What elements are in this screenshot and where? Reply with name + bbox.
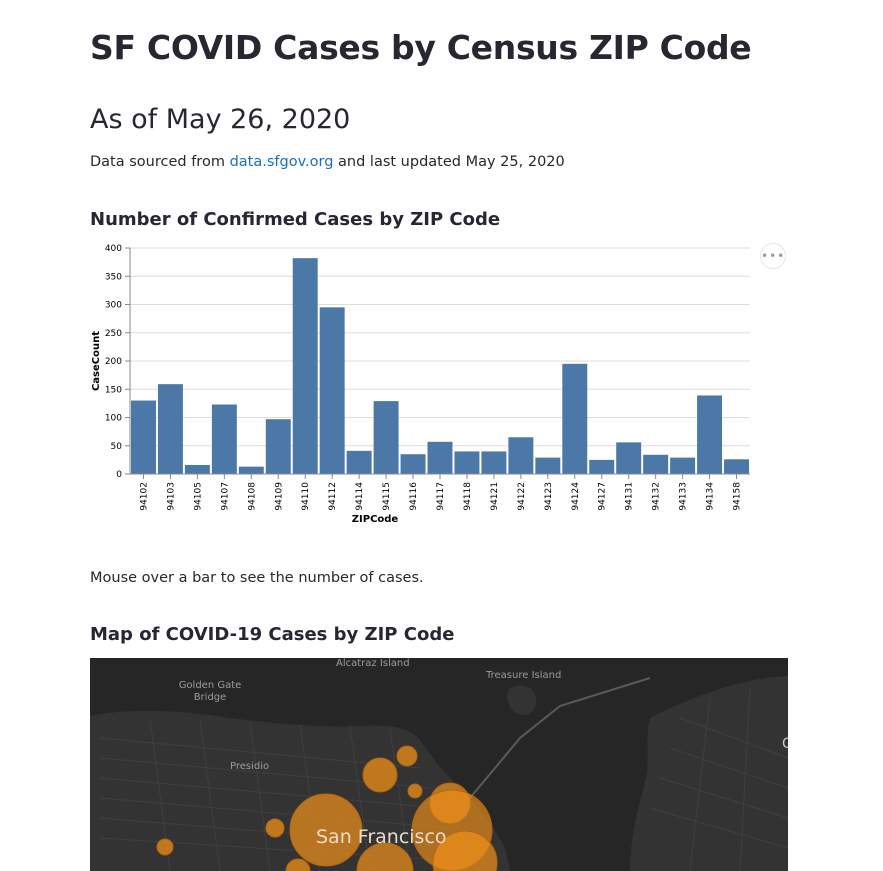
bar[interactable] [131,400,156,474]
street-grid [99,687,788,871]
y-tick-label: 150 [105,385,122,395]
bar[interactable] [643,454,669,474]
x-tick-label: 94127 [598,482,608,511]
x-axis-title: ZIPCode [352,514,399,525]
map-label-alcatraz: Alcatraz Island [336,658,410,669]
bar[interactable] [184,464,210,474]
x-tick-label: 94109 [274,482,284,511]
bar[interactable] [238,466,264,474]
map-bubbles [156,745,498,871]
map-heading: Map of COVID-19 Cases by ZIP Code [90,624,455,645]
x-tick-label: 94116 [409,482,419,511]
map-label-presidio: Presidio [230,761,269,772]
map-label-bridge: Bridge [194,692,227,703]
case-bubble [356,842,414,871]
x-tick-label: 94131 [625,482,635,511]
x-tick-label: 94123 [544,482,554,511]
x-tick-label: 94107 [220,482,230,511]
bar[interactable] [562,363,588,474]
case-bubble [432,830,498,871]
map-label-treasure-island: Treasure Island [485,670,561,681]
chart-hint: Mouse over a bar to see the number of ca… [90,570,424,586]
page-subtitle: As of May 26, 2020 [90,104,351,135]
x-tick-label: 94132 [652,482,662,511]
page-title: SF COVID Cases by Census ZIP Code [90,28,752,67]
x-tick-label: 94114 [355,482,365,511]
bar[interactable] [157,384,183,474]
bar[interactable] [724,459,749,474]
y-tick-label: 50 [111,442,123,452]
bar[interactable] [589,459,615,474]
bar[interactable] [670,457,696,474]
case-bubble [407,783,423,799]
x-tick-label: 94133 [679,482,689,511]
y-tick-label: 250 [105,329,122,339]
map-label-golden-gate: Golden Gate [179,680,242,691]
bar[interactable] [697,395,723,474]
y-tick-label: 200 [105,357,122,367]
chart-menu-button[interactable]: ••• [760,243,786,269]
bar[interactable] [265,419,291,474]
source-link[interactable]: data.sfgov.org [229,154,334,170]
source-suffix: and last updated May 25, 2020 [333,154,565,170]
chart-heading: Number of Confirmed Cases by ZIP Code [90,209,501,230]
eastbay-land [630,676,788,871]
bar[interactable] [616,442,642,474]
bar[interactable] [535,457,561,474]
x-tick-label: 94122 [517,482,527,511]
case-bubble [362,757,398,793]
x-tick-label: 94102 [139,482,149,511]
case-bubble [156,838,174,856]
x-tick-label: 94121 [490,482,500,511]
source-prefix: Data sourced from [90,154,230,170]
bar[interactable] [211,404,237,474]
bar[interactable] [373,401,399,474]
bar[interactable] [427,441,453,474]
map-label-san-francisco: San Francisco [316,826,447,848]
x-tick-label: 94115 [382,482,392,511]
case-bubble [396,745,418,767]
y-tick-label: 300 [105,301,122,311]
x-tick-label: 94118 [463,482,473,511]
x-tick-label: 94158 [733,482,743,511]
bar[interactable] [319,307,345,474]
covid-case-map[interactable]: Alcatraz Island Treasure Island Golden G… [90,658,788,871]
x-tick-label: 94105 [193,482,203,511]
case-bubble [289,793,363,867]
y-tick-label: 0 [116,470,122,480]
bay-bridge [469,677,651,799]
x-tick-label: 94134 [706,482,716,511]
x-tick-label: 94112 [328,482,338,511]
x-tick-label: 94108 [247,482,257,511]
case-bubble [265,818,285,838]
y-tick-label: 100 [105,414,122,424]
bar[interactable] [400,454,426,474]
bar[interactable] [508,437,534,474]
x-tick-label: 94124 [571,482,581,511]
y-axis-title: CaseCount [91,331,102,391]
bar[interactable] [292,258,318,474]
bar[interactable] [454,451,480,474]
bar[interactable] [346,450,372,474]
x-tick-label: 94117 [436,482,446,511]
map-label-oakland-edge: O [782,736,788,752]
cases-bar-chart: 0 50 100 150 200 250 300 350 400 94102 94103 94105 9… [91,244,750,525]
case-bubble [285,858,311,871]
y-tick-label: 400 [105,244,122,254]
x-tick-label: 94103 [166,482,176,511]
treasure-island-land [507,685,537,716]
y-tick-label: 350 [105,272,122,282]
x-tick-label: 94110 [301,482,311,511]
bar[interactable] [481,451,507,474]
data-source-line: Data sourced from data.sfgov.org and las… [90,154,565,170]
